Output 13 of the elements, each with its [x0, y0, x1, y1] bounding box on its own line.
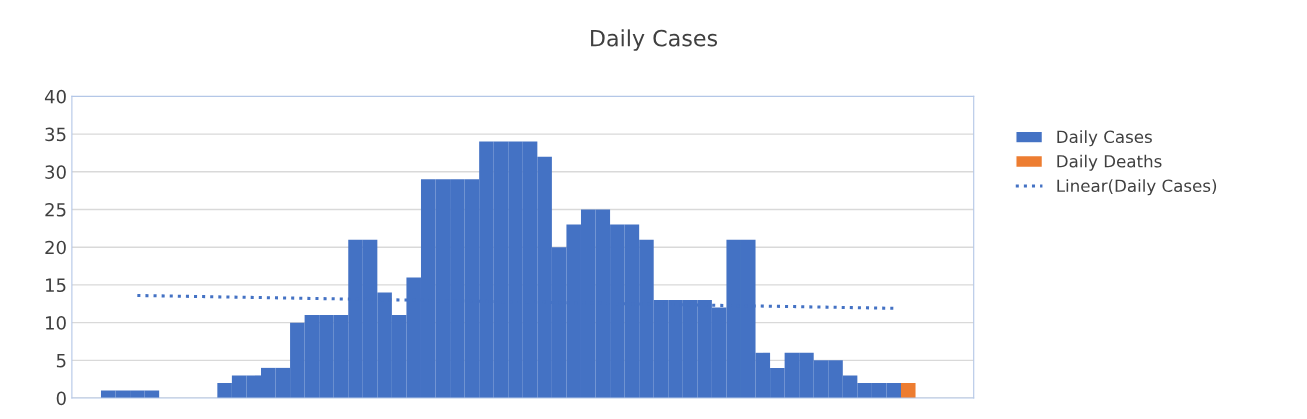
y-tick-label: 30	[45, 165, 66, 179]
y-tick-label: 25	[45, 202, 66, 217]
y-tick-label: 0	[56, 391, 66, 406]
y-tick-label: 40	[44, 89, 66, 104]
y-tick-label: 5	[56, 354, 66, 368]
chart-title: Daily Cases	[591, 29, 718, 51]
y-tick-label: 35	[45, 127, 66, 142]
y-tick-label: 15	[46, 278, 66, 293]
legend-label: Daily Cases	[1057, 130, 1152, 147]
y-tick-label: 10	[46, 316, 66, 330]
legend-label: Linear(Daily Cases)	[1057, 179, 1217, 196]
y-tick-label: 20	[45, 240, 66, 255]
legend-label: Daily Deaths	[1057, 154, 1162, 171]
